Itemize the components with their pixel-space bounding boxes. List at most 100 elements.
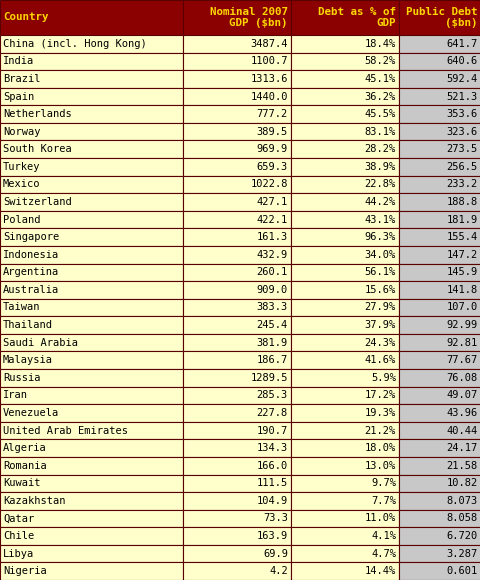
Bar [398,53,480,70]
Bar [290,299,398,316]
Bar [290,369,398,387]
Text: 181.9: 181.9 [446,215,477,224]
Bar [0,211,182,229]
Bar [182,246,290,263]
Text: 8.073: 8.073 [446,496,477,506]
Bar [398,35,480,53]
Text: 11.0%: 11.0% [364,513,395,524]
Text: 3487.4: 3487.4 [250,39,288,49]
Bar [398,140,480,158]
Text: 227.8: 227.8 [256,408,288,418]
Bar [0,334,182,351]
Bar [290,510,398,527]
Bar [182,404,290,422]
Text: 104.9: 104.9 [256,496,288,506]
Text: 96.3%: 96.3% [364,232,395,242]
Bar [290,351,398,369]
Bar [182,193,290,211]
Bar [182,440,290,457]
Text: 166.0: 166.0 [256,461,288,471]
Text: 14.4%: 14.4% [364,566,395,576]
Bar [182,422,290,440]
Text: 909.0: 909.0 [256,285,288,295]
Bar [290,316,398,334]
Bar [290,193,398,211]
Text: 141.8: 141.8 [446,285,477,295]
Bar [398,563,480,580]
Text: Spain: Spain [3,92,34,102]
Bar [398,404,480,422]
Text: 18.0%: 18.0% [364,443,395,453]
Text: 233.2: 233.2 [446,179,477,190]
Text: Singapore: Singapore [3,232,59,242]
Text: 256.5: 256.5 [446,162,477,172]
Bar [0,492,182,510]
Text: 43.1%: 43.1% [364,215,395,224]
Text: 7.7%: 7.7% [370,496,395,506]
Bar [182,70,290,88]
Text: 3.287: 3.287 [446,549,477,559]
Text: 5.9%: 5.9% [370,373,395,383]
Bar [182,510,290,527]
Text: 1100.7: 1100.7 [250,56,288,66]
Bar [0,158,182,176]
Text: Malaysia: Malaysia [3,355,53,365]
Bar [182,351,290,369]
Text: 37.9%: 37.9% [364,320,395,330]
Bar [0,387,182,404]
Text: Saudi Arabia: Saudi Arabia [3,338,78,347]
Bar [0,263,182,281]
Text: 147.2: 147.2 [446,250,477,260]
Bar [182,123,290,140]
Text: 188.8: 188.8 [446,197,477,207]
Text: 17.2%: 17.2% [364,390,395,400]
Bar [398,281,480,299]
Text: 58.2%: 58.2% [364,56,395,66]
Text: 1313.6: 1313.6 [250,74,288,84]
Bar [0,351,182,369]
Bar [290,281,398,299]
Text: 24.17: 24.17 [446,443,477,453]
Text: Turkey: Turkey [3,162,40,172]
Text: 27.9%: 27.9% [364,303,395,313]
Bar [290,263,398,281]
Bar [398,211,480,229]
Text: Iran: Iran [3,390,28,400]
Text: 45.5%: 45.5% [364,109,395,119]
Bar [0,281,182,299]
Text: 21.2%: 21.2% [364,426,395,436]
Bar [290,35,398,53]
Text: 285.3: 285.3 [256,390,288,400]
Text: 1022.8: 1022.8 [250,179,288,190]
Text: 659.3: 659.3 [256,162,288,172]
Bar [182,492,290,510]
Text: Venezuela: Venezuela [3,408,59,418]
Bar [0,246,182,263]
Text: 21.58: 21.58 [446,461,477,471]
Text: Switzerland: Switzerland [3,197,72,207]
Bar [182,88,290,106]
Text: Qatar: Qatar [3,513,34,524]
Text: Kuwait: Kuwait [3,478,40,488]
Text: 92.99: 92.99 [446,320,477,330]
Bar [290,334,398,351]
Bar [398,527,480,545]
Text: 427.1: 427.1 [256,197,288,207]
Text: Indonesia: Indonesia [3,250,59,260]
Bar [290,440,398,457]
Bar [398,316,480,334]
Text: 777.2: 777.2 [256,109,288,119]
Bar [398,176,480,193]
Text: United Arab Emirates: United Arab Emirates [3,426,128,436]
Bar [290,246,398,263]
Bar [182,457,290,474]
Bar [398,492,480,510]
Bar [182,176,290,193]
Bar [290,545,398,563]
Bar [290,229,398,246]
Bar [290,422,398,440]
Text: Chile: Chile [3,531,34,541]
Bar [398,123,480,140]
Bar [398,422,480,440]
Bar [0,0,182,35]
